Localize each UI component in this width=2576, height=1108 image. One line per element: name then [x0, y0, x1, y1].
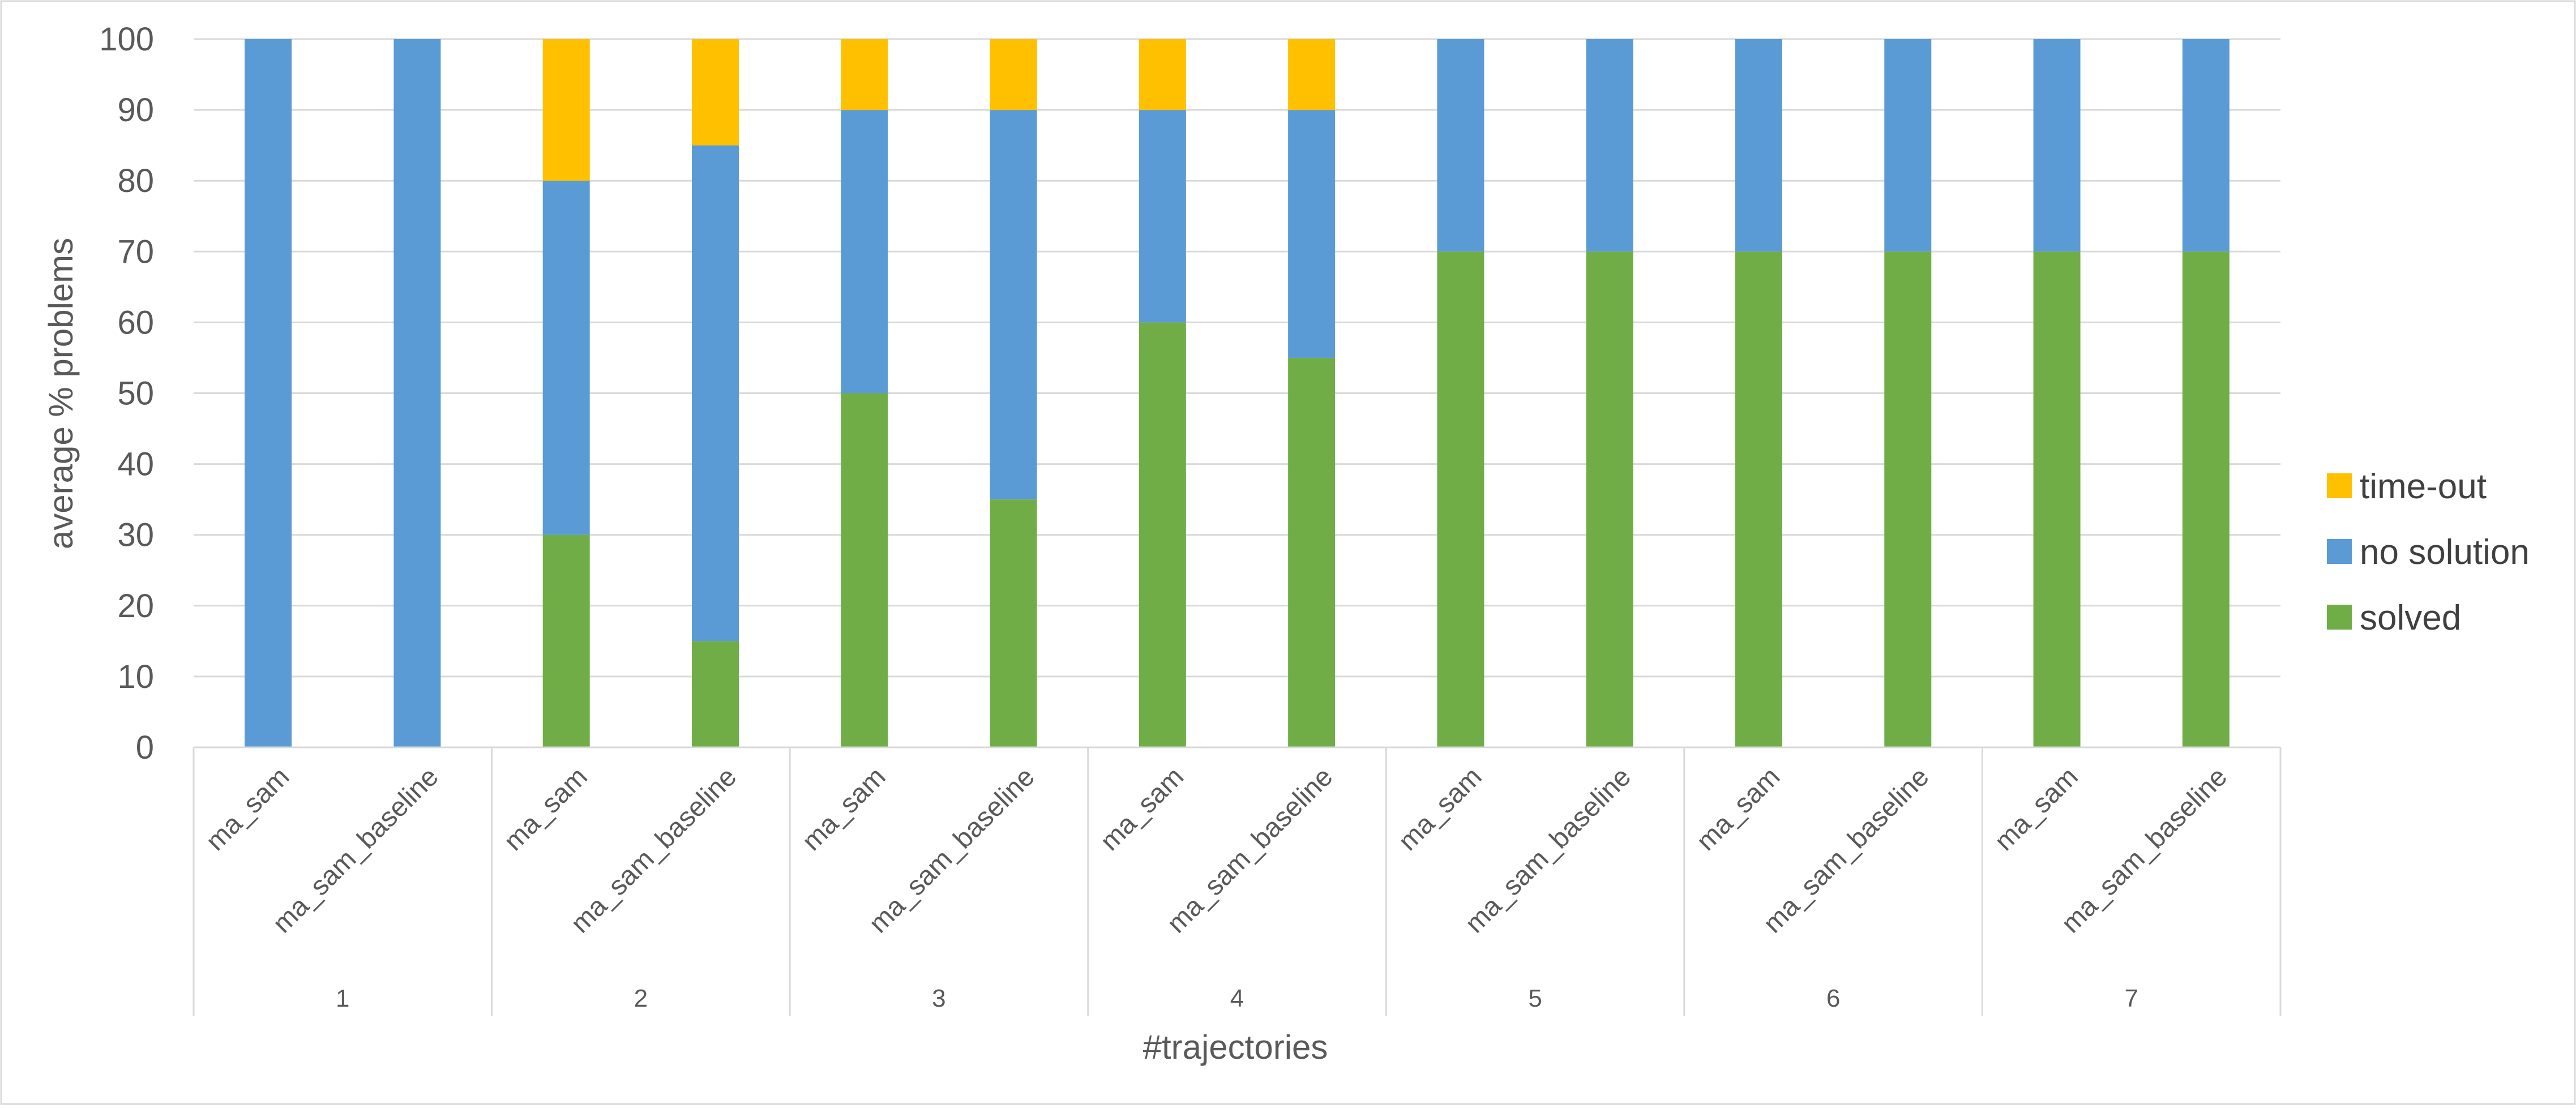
bar-segment-solved: [841, 393, 888, 747]
bar-segment-solved: [1586, 251, 1633, 747]
y-tick-label: 40: [117, 446, 154, 483]
bar-segment-no-solution: [692, 145, 739, 641]
bar-segment-solved: [1884, 251, 1932, 747]
bar-segment-solved: [542, 534, 590, 747]
y-tick-label: 100: [99, 21, 154, 58]
bar-segment-no-solution: [1437, 39, 1484, 252]
bar-segment-solved: [2182, 251, 2230, 747]
bar-segment-no-solution: [245, 39, 292, 747]
y-axis-title: average % problems: [42, 238, 80, 549]
bar-segment-no-solution: [2033, 39, 2081, 252]
bar-segment-no-solution: [542, 181, 590, 535]
bar-segment-no-solution: [1884, 39, 1932, 252]
y-tick-label: 60: [117, 304, 154, 341]
bar-segment-no-solution: [1139, 110, 1186, 323]
x-group-label: 5: [1528, 985, 1542, 1012]
bar-segment-time-out: [1139, 39, 1186, 110]
bar-segment-no-solution: [2182, 39, 2230, 252]
bar-segment-time-out: [692, 39, 739, 146]
bar-segment-solved: [692, 641, 739, 747]
bar-segment-time-out: [542, 39, 590, 181]
legend-label: time-out: [2360, 467, 2487, 506]
y-tick-label: 90: [117, 92, 154, 129]
bar-segment-time-out: [1288, 39, 1336, 110]
bar-segment-no-solution: [1288, 110, 1336, 358]
x-group-label: 4: [1230, 985, 1244, 1012]
y-tick-label: 0: [136, 729, 154, 766]
y-tick-label: 80: [117, 162, 154, 199]
legend: time-out no solution solved: [2327, 467, 2530, 638]
legend-swatch: [2327, 539, 2352, 564]
x-axis-title: #trajectories: [1143, 1028, 1328, 1066]
bar-segment-solved: [990, 499, 1037, 747]
bar-segment-time-out: [841, 39, 888, 110]
x-group-label: 7: [2124, 985, 2138, 1012]
legend-swatch: [2327, 473, 2352, 498]
y-tick-label: 20: [117, 588, 154, 624]
legend-swatch: [2327, 605, 2352, 630]
bar-segment-no-solution: [990, 110, 1037, 500]
x-group-label: 3: [932, 985, 945, 1012]
legend-label: solved: [2360, 598, 2461, 638]
bar-segment-solved: [1288, 357, 1336, 747]
bar-segment-no-solution: [1586, 39, 1633, 252]
bar-segment-time-out: [990, 39, 1037, 110]
bar-segment-solved: [1735, 251, 1782, 747]
x-group-label: 6: [1826, 985, 1840, 1012]
y-tick-label: 50: [117, 375, 154, 412]
y-tick-label: 70: [117, 233, 154, 270]
x-group-label: 2: [634, 985, 648, 1012]
y-tick-label: 10: [117, 658, 154, 695]
bars: [245, 39, 2230, 747]
bar-segment-no-solution: [1735, 39, 1782, 252]
legend-label: no solution: [2360, 533, 2530, 572]
bar-segment-solved: [2033, 251, 2081, 747]
bar-segment-solved: [1437, 251, 1484, 747]
bar-segment-solved: [1139, 322, 1186, 747]
bar-segment-no-solution: [393, 39, 441, 747]
bar-segment-no-solution: [841, 110, 888, 393]
y-tick-labels: 0 10 20 30 40 50 60 70 80 90 100: [99, 21, 154, 766]
y-tick-label: 30: [117, 517, 154, 554]
x-group-label: 1: [336, 985, 349, 1012]
